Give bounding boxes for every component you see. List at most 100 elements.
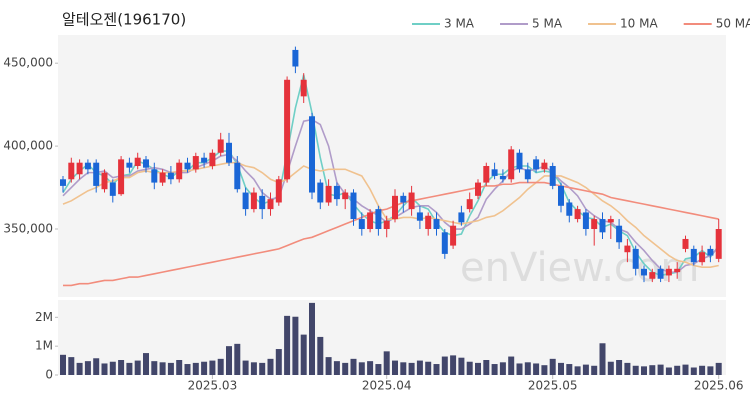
volume-bar xyxy=(591,365,598,375)
candle-body xyxy=(292,49,299,67)
legend-label: 10 MA xyxy=(620,17,658,31)
candle-body xyxy=(309,116,315,193)
candle-body xyxy=(392,195,398,220)
candle-body xyxy=(441,232,448,254)
candle-body xyxy=(234,162,241,190)
volume-bar xyxy=(109,361,116,375)
volume-bar xyxy=(126,362,133,375)
candle-body xyxy=(300,79,307,97)
candle-body xyxy=(151,169,158,183)
candle-body xyxy=(657,268,664,279)
volume-bar xyxy=(284,315,291,375)
candle-body xyxy=(549,166,556,186)
candle-body xyxy=(284,79,291,180)
candle-body xyxy=(143,159,149,168)
volume-bar xyxy=(566,364,573,375)
volume-bar xyxy=(549,358,556,375)
volume-bar xyxy=(101,363,108,375)
volume-bar xyxy=(707,366,714,375)
candle-body xyxy=(541,162,548,170)
volume-bar xyxy=(624,362,631,375)
candle-body xyxy=(109,182,116,196)
volume-bar xyxy=(209,360,216,375)
candle-body xyxy=(383,220,390,230)
volume-bar xyxy=(317,336,324,375)
y-tick-label: 2M xyxy=(35,310,53,324)
volume-bar xyxy=(682,364,689,375)
price-plot-area xyxy=(58,35,726,297)
candle-body xyxy=(209,152,216,166)
candle-body xyxy=(60,179,66,186)
volume-bar xyxy=(516,363,523,375)
candle-body xyxy=(217,139,224,153)
candle-body xyxy=(508,149,515,180)
volume-bar xyxy=(508,356,515,375)
volume-bar xyxy=(657,364,664,375)
candle-body xyxy=(93,162,100,186)
x-tick-label: 2025.05 xyxy=(528,379,578,393)
volume-bar xyxy=(76,362,83,375)
candle-body xyxy=(574,209,581,220)
candle-body xyxy=(201,157,208,163)
candle-body xyxy=(358,219,365,230)
candle-body xyxy=(433,219,440,230)
candle-body xyxy=(499,175,506,180)
volume-bar xyxy=(367,361,374,375)
ma-line xyxy=(63,181,719,287)
volume-bar xyxy=(192,362,199,375)
candle-body xyxy=(690,248,697,263)
volume-bar xyxy=(325,357,332,375)
volume-bar xyxy=(450,355,457,375)
candle-body xyxy=(624,245,631,253)
volume-bar xyxy=(350,358,357,375)
chart-title: 알테오젠(196170) xyxy=(62,11,186,29)
volume-bar xyxy=(699,365,706,375)
candle-body xyxy=(118,159,125,195)
candle-body xyxy=(665,268,672,276)
volume-bar xyxy=(632,365,639,375)
volume-bar xyxy=(118,360,125,375)
candle-body xyxy=(350,192,357,220)
y-tick-label: 350,000 xyxy=(3,222,53,236)
legend-label: 5 MA xyxy=(532,17,563,31)
candle-body xyxy=(267,199,274,210)
candle-body xyxy=(466,199,473,210)
volume-bar xyxy=(267,358,274,375)
volume-bar xyxy=(558,362,564,375)
candle-body xyxy=(333,185,340,200)
candle-body xyxy=(591,219,598,230)
candle-body xyxy=(250,192,257,210)
x-tick-label: 2025.06 xyxy=(694,379,744,393)
candle-body xyxy=(400,195,407,203)
volume-bar xyxy=(134,360,141,375)
volume-bar xyxy=(275,349,282,375)
volume-bar xyxy=(375,364,382,375)
y-tick-label: 0 xyxy=(45,368,53,382)
volume-bar xyxy=(93,358,100,375)
volume-bar xyxy=(250,362,257,375)
candle-body xyxy=(167,172,174,180)
candle-body xyxy=(582,212,589,230)
candle-body xyxy=(607,219,614,223)
volume-bar xyxy=(400,362,407,375)
volume-bar xyxy=(607,361,614,375)
volume-bar xyxy=(616,360,623,375)
volume-bar xyxy=(466,361,473,375)
volume-bar xyxy=(68,357,75,375)
candle-body xyxy=(159,172,166,183)
volume-bar xyxy=(176,360,183,375)
y-tick-label: 1M xyxy=(35,339,53,353)
candle-body xyxy=(616,225,623,243)
candle-body xyxy=(599,219,606,233)
candle-body xyxy=(707,248,714,256)
candle-body xyxy=(226,142,232,163)
legend-label: 50 MA xyxy=(716,17,750,31)
volume-bar xyxy=(226,346,232,375)
volume-bar xyxy=(60,354,66,375)
y-tick-label: 450,000 xyxy=(3,56,53,70)
volume-bar xyxy=(641,366,647,375)
volume-bar xyxy=(242,360,249,375)
volume-bar xyxy=(715,362,722,375)
candle-body xyxy=(458,212,465,223)
volume-bar xyxy=(499,362,506,375)
